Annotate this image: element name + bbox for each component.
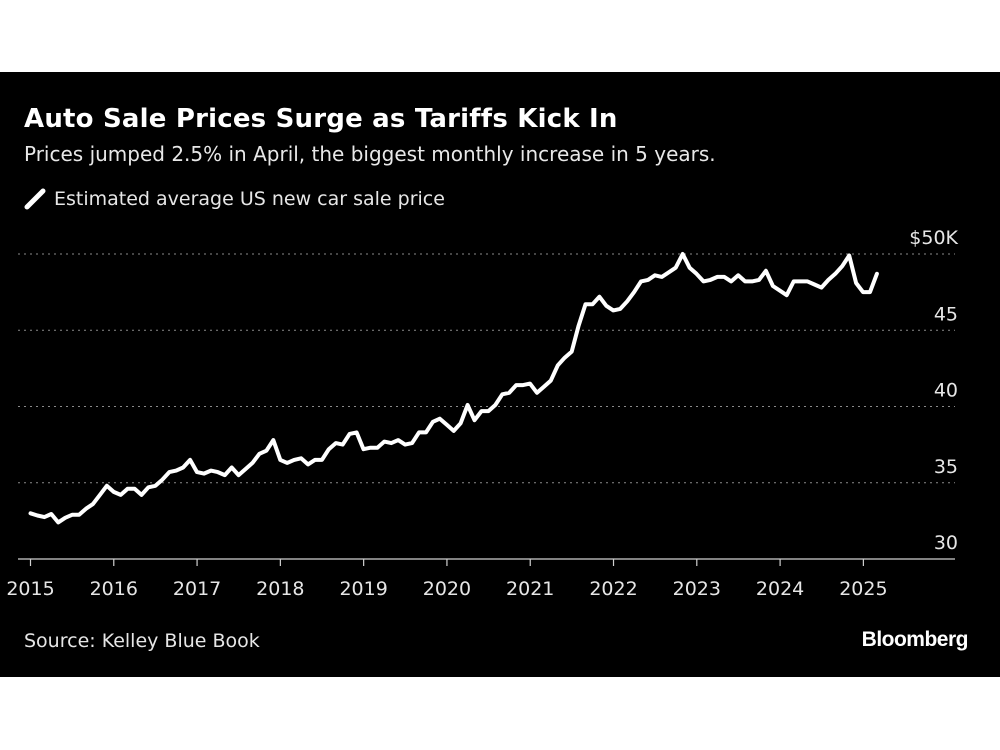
x-tick-label: 2015 <box>6 578 54 600</box>
x-tick-label: 2017 <box>173 578 221 600</box>
legend-line-swatch-icon <box>24 188 46 210</box>
series-layer <box>28 252 879 525</box>
y-tick-label: 30 <box>934 532 958 554</box>
y-tick-label: 40 <box>934 380 958 402</box>
grid-lines <box>18 253 955 484</box>
x-tick-label: 2019 <box>339 578 387 600</box>
chart-subtitle: Prices jumped 2.5% in April, the biggest… <box>24 142 716 166</box>
y-tick-label: 35 <box>934 456 958 478</box>
y-axis-tick-labels: 30 35 40 45 $50K <box>909 227 958 554</box>
x-tick-label: 2023 <box>673 578 721 600</box>
x-axis-tick-labels: 2015 2016 2017 2018 2019 2020 2021 2022 2023 2024… <box>6 578 887 600</box>
x-tick-label: 2016 <box>90 578 138 600</box>
y-tick-label: $50K <box>909 227 958 249</box>
chart-card: Auto Sale Prices Surge as Tariffs Kick I… <box>0 72 1000 677</box>
x-tick-label: 2022 <box>589 578 637 600</box>
legend-label: Estimated average US new car sale price <box>54 188 445 210</box>
chart-legend: Estimated average US new car sale price <box>24 188 445 210</box>
x-tick-label: 2021 <box>506 578 554 600</box>
x-tick-label: 2024 <box>756 578 804 600</box>
y-tick-label: 45 <box>934 303 958 325</box>
series-line-0 <box>28 252 879 525</box>
source-note: Source: Kelley Blue Book <box>24 630 260 652</box>
x-tick-label: 2018 <box>256 578 304 600</box>
x-tick-label: 2020 <box>423 578 471 600</box>
x-axis <box>18 558 955 566</box>
line-chart: 30 35 40 45 $50K 2015 2016 2017 2018 2019 2020 202… <box>6 227 958 600</box>
x-tick-label: 2025 <box>839 578 887 600</box>
chart-title: Auto Sale Prices Surge as Tariffs Kick I… <box>24 104 618 134</box>
bloomberg-logo: Bloomberg <box>861 628 969 651</box>
